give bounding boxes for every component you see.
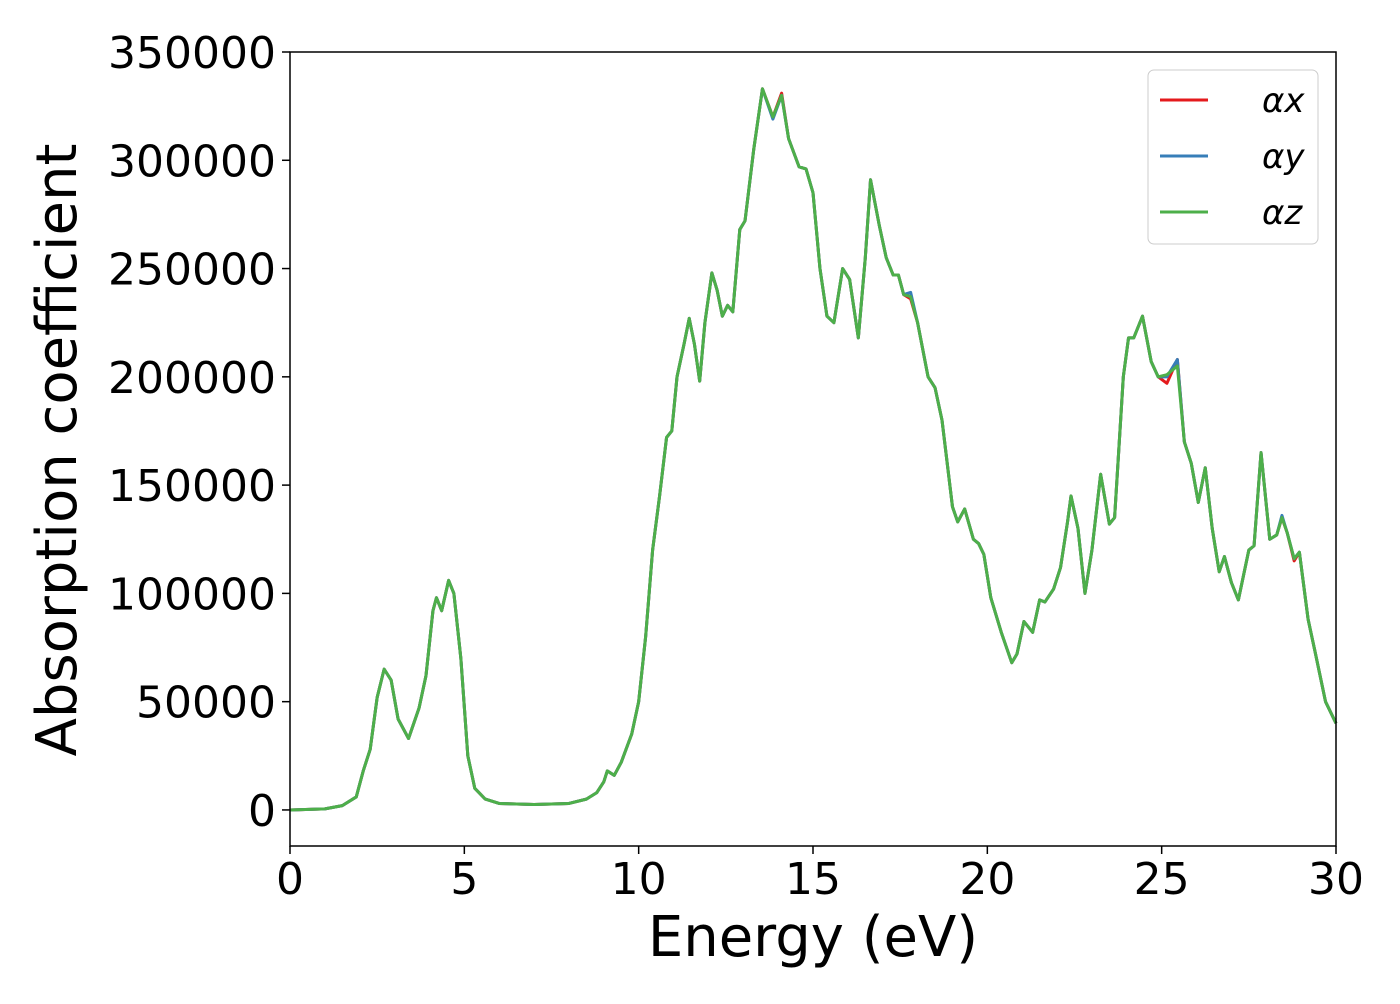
y-tick-label: 0: [248, 786, 276, 837]
y-tick-label: 50000: [136, 678, 276, 729]
legend-label: αx: [1262, 81, 1305, 121]
y-axis-label: Absorption coefficient: [25, 144, 90, 757]
data-line: [289, 87, 1338, 812]
y-tick-label: 200000: [108, 353, 276, 404]
y-tick-label: 350000: [108, 28, 276, 79]
x-tick-label: 15: [785, 854, 841, 905]
y-tick-label: 250000: [108, 245, 276, 296]
x-tick-label: 5: [450, 854, 478, 905]
x-axis-label: Energy (eV): [648, 905, 978, 970]
x-tick-label: 10: [611, 854, 667, 905]
plot-frame: [289, 51, 1337, 847]
legend-label: αz: [1262, 193, 1303, 233]
x-tick-label: 30: [1308, 854, 1364, 905]
legend-box: [1147, 69, 1319, 245]
x-tick-label: 25: [1134, 854, 1190, 905]
y-tick-label: 300000: [108, 136, 276, 187]
y-tick-label: 100000: [108, 569, 276, 620]
legend-label: αy: [1262, 137, 1305, 177]
x-tick-label: 0: [276, 854, 304, 905]
x-tick-label: 20: [959, 854, 1015, 905]
y-tick-label: 150000: [108, 461, 276, 512]
